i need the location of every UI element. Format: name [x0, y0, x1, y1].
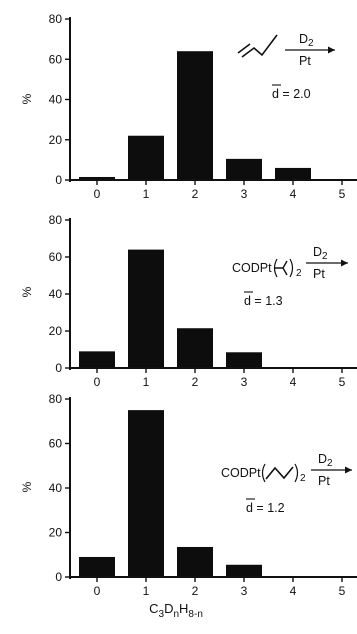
- arrow-head-icon: [345, 466, 352, 474]
- y-tick-label: 60: [49, 250, 63, 264]
- x-tick-label: 2: [192, 584, 199, 598]
- x-tick-label: 2: [192, 375, 199, 389]
- bar-0: [79, 176, 115, 180]
- bar-0: [79, 556, 115, 577]
- y-tick-label: 40: [49, 481, 63, 495]
- isopropyl-ligand-icon: [275, 260, 288, 276]
- y-ticks: 0 20 40 60 80: [49, 213, 70, 375]
- reagent-label: D2: [299, 32, 314, 49]
- bars: [79, 51, 311, 181]
- y-tick-label: 0: [55, 361, 62, 375]
- bar-3: [226, 564, 262, 577]
- arrow-head-icon: [328, 46, 335, 54]
- complex-subscript: 2: [296, 268, 302, 279]
- y-tick-label: 0: [55, 173, 62, 187]
- x-tick-label: 4: [290, 584, 297, 598]
- bar-2: [177, 546, 213, 577]
- mean-deuteration-label: d = 2.0: [272, 87, 311, 101]
- y-tick-label: 40: [49, 287, 63, 301]
- y-tick-label: 40: [49, 93, 63, 107]
- double-bond-icon: [237, 43, 251, 54]
- annotation: CODPt 2 D2 Pt d = 1.2: [221, 452, 352, 515]
- mean-deuteration-label: d = 1.3: [244, 294, 283, 308]
- x-tick-label: 2: [192, 187, 199, 201]
- complex-prefix-label: CODPt: [232, 261, 272, 275]
- mean-deuteration-label: d = 1.2: [246, 501, 285, 515]
- y-axis-label: %: [20, 286, 34, 297]
- close-paren-icon: [289, 258, 294, 278]
- annotation: CODPt 2 D2 Pt d = 1.3: [232, 245, 348, 308]
- x-tick-label: 1: [143, 375, 150, 389]
- x-tick-label: 5: [339, 375, 346, 389]
- propene-structure-icon: [241, 34, 278, 58]
- catalyst-label: Pt: [299, 54, 311, 68]
- y-ticks: 0 20 40 60 80: [49, 12, 70, 187]
- panel-1: 0 20 40 60 80 0 1 2 3 4 5 % D2 Pt d = 2.0: [20, 12, 357, 201]
- bars: [79, 249, 262, 368]
- open-paren-icon: [273, 258, 278, 278]
- panel-3: 0 20 40 60 80 0 1 2 3 4 5 % CODPt 2 D2 Pt d = 1.2…: [20, 392, 357, 620]
- bar-1: [128, 410, 164, 577]
- y-axis-label: %: [20, 481, 34, 492]
- x-tick-label: 0: [94, 584, 101, 598]
- x-axis-label: C3DnH8-n: [149, 601, 203, 620]
- bar-2: [177, 328, 213, 368]
- x-tick-label: 4: [290, 187, 297, 201]
- x-tick-label: 3: [241, 584, 248, 598]
- x-tick-label: 1: [143, 584, 150, 598]
- bar-3: [226, 352, 262, 368]
- y-tick-label: 60: [49, 437, 63, 451]
- catalyst-label: Pt: [318, 474, 330, 488]
- x-tick-label: 0: [94, 187, 101, 201]
- x-ticks: 0 1 2 3 4 5: [94, 368, 346, 389]
- bar-0: [79, 351, 115, 368]
- x-tick-label: 1: [143, 187, 150, 201]
- x-ticks: 0 1 2 3 4 5: [94, 180, 346, 201]
- bars: [79, 410, 262, 577]
- x-tick-label: 3: [241, 187, 248, 201]
- x-tick-label: 3: [241, 375, 248, 389]
- x-ticks: 0 1 2 3 4 5: [94, 577, 346, 598]
- x-tick-label: 4: [290, 375, 297, 389]
- y-tick-label: 80: [49, 213, 63, 227]
- y-tick-label: 60: [49, 52, 63, 66]
- complex-prefix-label: CODPt: [221, 466, 261, 480]
- complex-subscript: 2: [300, 473, 306, 484]
- open-paren-icon: [261, 463, 266, 483]
- y-ticks: 0 20 40 60 80: [49, 392, 70, 584]
- bar-3: [226, 158, 262, 180]
- reagent-label: D2: [318, 452, 333, 469]
- y-axis-label: %: [20, 93, 34, 104]
- bar-4: [275, 167, 311, 180]
- y-tick-label: 0: [55, 570, 62, 584]
- bar-1: [128, 135, 164, 180]
- catalyst-label: Pt: [313, 267, 325, 281]
- panel-2: 0 20 40 60 80 0 1 2 3 4 5 % CODPt 2 D2 Pt d = 1.3: [20, 213, 357, 389]
- y-tick-label: 20: [49, 133, 63, 147]
- y-tick-label: 80: [49, 12, 63, 26]
- x-tick-label: 0: [94, 375, 101, 389]
- x-tick-label: 5: [339, 584, 346, 598]
- arrow-head-icon: [341, 259, 348, 267]
- bar-1: [128, 249, 164, 368]
- bar-2: [177, 51, 213, 181]
- y-tick-label: 20: [49, 526, 63, 540]
- reagent-label: D2: [313, 245, 328, 262]
- close-paren-icon: [294, 463, 299, 483]
- y-tick-label: 80: [49, 392, 63, 406]
- x-tick-label: 5: [339, 187, 346, 201]
- butyl-ligand-icon: [265, 466, 294, 480]
- annotation: D2 Pt d = 2.0: [237, 32, 335, 101]
- y-tick-label: 20: [49, 324, 63, 338]
